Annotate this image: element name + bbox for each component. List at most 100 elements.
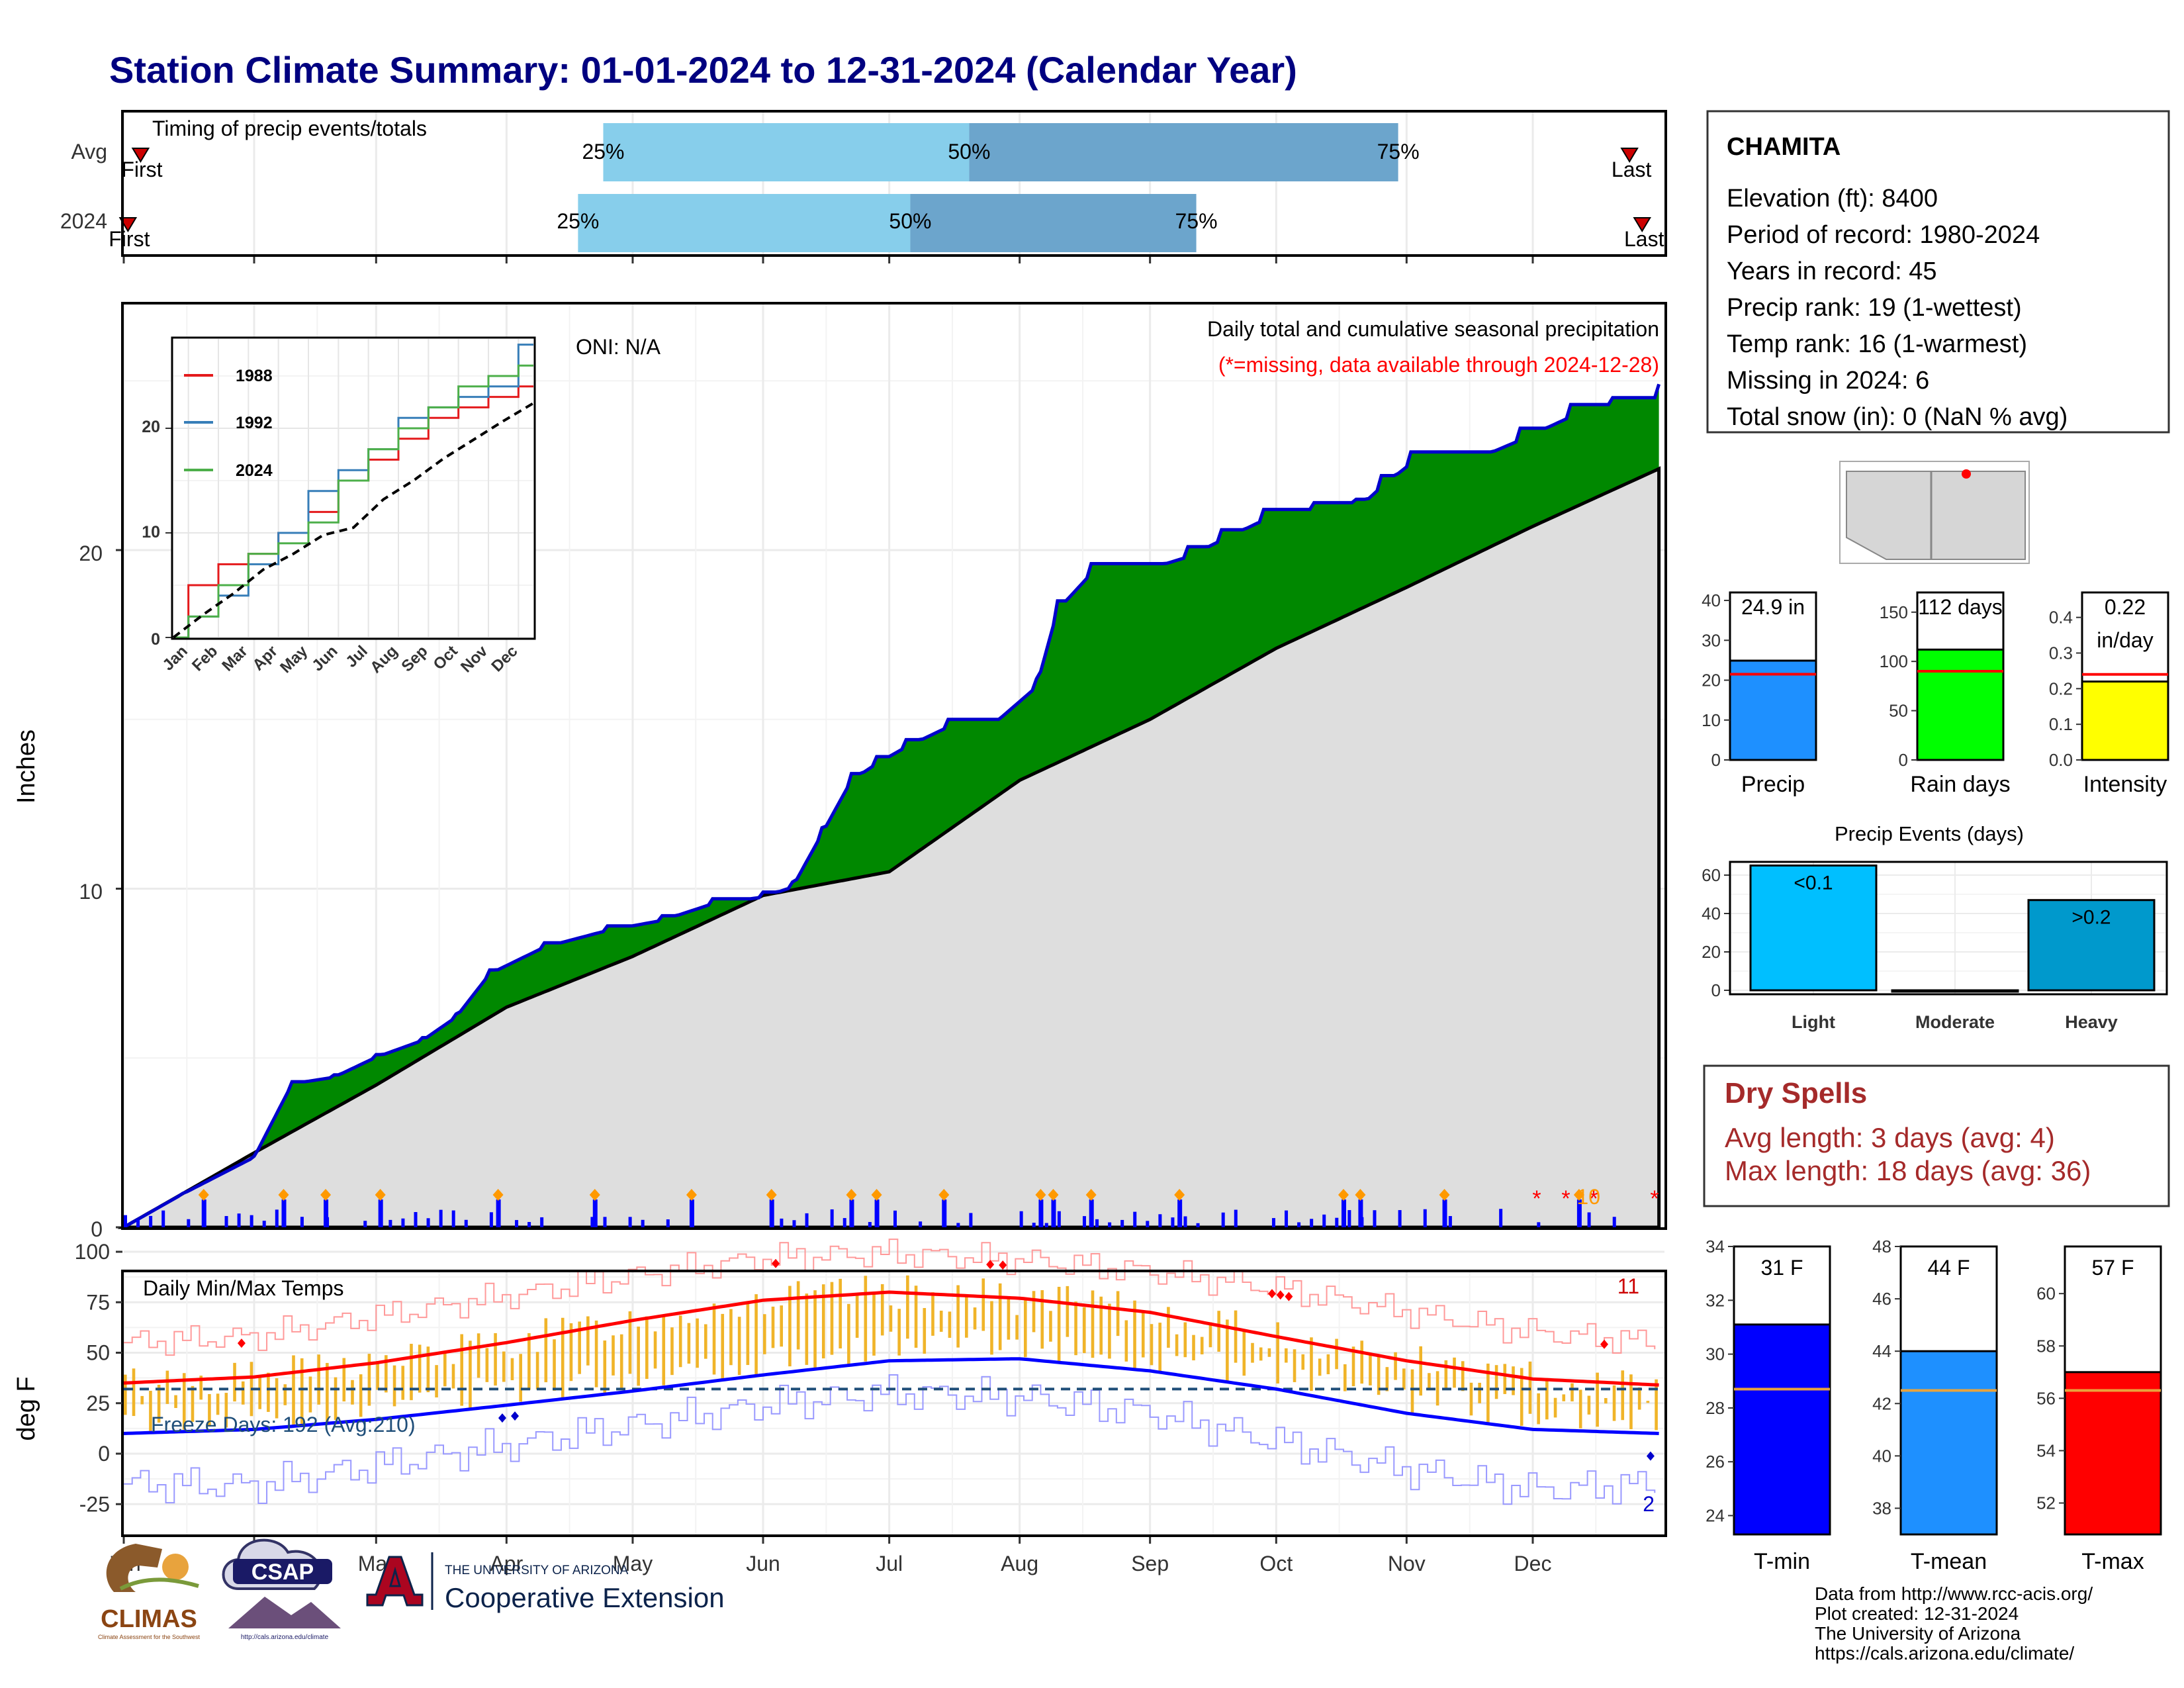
daily-precip-bar [769, 1199, 774, 1227]
daily-precip-bar [1335, 1217, 1339, 1227]
daily-temp-range-bar [401, 1366, 405, 1400]
daily-temp-range-bar [1326, 1354, 1330, 1374]
timing-first-marker-icon [131, 148, 150, 163]
temp-bars-group: 24 26 28 30 32 34 31 F T-min 38 40 42 44 46 48 44 F T-m… [1706, 1237, 2162, 1574]
daily-temp-range-bar [1226, 1319, 1229, 1382]
daily-temp-range-bar [485, 1348, 489, 1382]
daily-temp-range-bar [435, 1365, 438, 1398]
footer-credits: Data from http://www.rcc-acis.org/ Plot … [1815, 1583, 2093, 1664]
inset-lines [172, 344, 535, 639]
daily-precip-bar [1038, 1199, 1044, 1227]
missing-count-label: 10 [1576, 1185, 1600, 1209]
station-precip-rank: Precip rank: 19 (1-wettest) [1727, 294, 2022, 322]
csap-logo: CSAP http://cals.arizona.edu/climate [222, 1538, 341, 1641]
temp-bar-value-label: 31 F [1760, 1256, 1803, 1280]
timing-last-label: Last [1624, 227, 1664, 251]
daily-temp-range-bar [1066, 1286, 1069, 1337]
daily-temp-range-bar [847, 1303, 850, 1364]
daily-temp-range-bar [1032, 1291, 1036, 1333]
event-bar-label: <0.1 [1794, 872, 1833, 894]
temp-bar-ytick-label: 38 [1872, 1498, 1891, 1518]
daily-temp-range-bar [923, 1307, 927, 1354]
daily-precip-bar [324, 1199, 329, 1227]
timing-bar-q50-75 [969, 123, 1398, 181]
daily-temp-range-bar [1520, 1368, 1524, 1426]
daily-temp-range-bar [1394, 1352, 1397, 1380]
daily-temp-range-bar [1385, 1367, 1389, 1391]
daily-temp-range-bar [746, 1301, 750, 1366]
daily-temp-range-bar [662, 1314, 666, 1385]
daily-temp-range-bar [839, 1278, 842, 1349]
climas-wave-shape [119, 1577, 199, 1591]
daily-temp-range-bar [418, 1344, 422, 1393]
daily-precip-bar [1285, 1210, 1289, 1227]
daily-temp-range-bar [451, 1364, 455, 1389]
missing-data-markers: * * * * [1532, 1186, 1659, 1211]
daily-precip-bar [451, 1210, 455, 1227]
events-ytick-label: 60 [1702, 865, 1721, 885]
dry-spells-title: Dry Spells [1725, 1077, 1867, 1109]
daily-temp-range-bar [880, 1284, 884, 1336]
month-label-jul: Jul [876, 1552, 903, 1575]
daily-precip-bar [262, 1221, 266, 1227]
ua-name: THE UNIVERSITY OF ARIZONA [445, 1564, 629, 1577]
timing-first-label: First [121, 158, 162, 181]
record-high-marker-icon [986, 1260, 995, 1270]
snow-event-marker-icon [871, 1189, 882, 1201]
snow-event-marker-icon [846, 1189, 857, 1201]
daily-temp-range-bar [1435, 1371, 1439, 1406]
daily-temp-range-bar [1116, 1291, 1120, 1336]
timing-last-marker-icon [1620, 148, 1639, 163]
daily-temp-range-bar [780, 1305, 784, 1347]
temp-yticks: 100 75 50 25 0 -25 [75, 1240, 122, 1516]
daily-temp-range-bar [1528, 1361, 1532, 1414]
daily-temp-range-bar [906, 1275, 909, 1339]
daily-temp-range-bar [1318, 1358, 1322, 1376]
inset-legend-2024: 2024 [236, 461, 273, 480]
temp-bar-ytick-label: 32 [1706, 1290, 1725, 1310]
timing-row-avg-label: Avg [71, 140, 107, 164]
daily-temp-range-bar [788, 1286, 792, 1367]
csap-text: CSAP [251, 1560, 314, 1585]
daily-precip-bar [414, 1211, 418, 1227]
daily-temp-range-bar [359, 1374, 363, 1417]
daily-precip-bar [378, 1199, 383, 1227]
temp-ytick-label: 0 [98, 1442, 110, 1466]
daily-precip-bar [1082, 1216, 1086, 1227]
snow-event-marker-icon [1573, 1189, 1584, 1201]
precip-ytick-20: 20 [79, 541, 103, 565]
daily-temp-range-bar [897, 1309, 901, 1356]
daily-temp-range-bar [1310, 1337, 1313, 1391]
events-ytick-label: 0 [1711, 980, 1721, 1000]
stat-bar-rain-days [1916, 648, 2005, 761]
daily-temp-range-bar [1133, 1300, 1136, 1368]
snow-event-marker-icon [686, 1189, 697, 1201]
temp-bar-ytick-label: 54 [2036, 1440, 2056, 1460]
daily-precip-bar [1587, 1212, 1591, 1227]
daily-temp-range-bar [1251, 1342, 1254, 1363]
inset-frame [171, 336, 536, 640]
stat-bar-intensity [2081, 680, 2169, 761]
daily-temp-range-bar [637, 1327, 640, 1386]
daily-precip-bar [496, 1199, 501, 1227]
snow-event-marker-icon [1048, 1189, 1059, 1201]
record-high-marker-icon [1276, 1290, 1285, 1300]
event-bar-light [1749, 865, 1878, 992]
snow-event-marker-icon [1085, 1189, 1097, 1201]
temp-bar-value-label: 57 F [2091, 1256, 2134, 1280]
logos: CLIMAS Climate Assessment for the Southw… [98, 1538, 725, 1641]
precip-ytick-0: 0 [91, 1217, 103, 1241]
dry-spells-avg: Avg length: 3 days (avg: 4) [1725, 1122, 2055, 1153]
stat-ytick-label: 30 [1702, 630, 1721, 650]
temp-bar-ytick-label: 52 [2036, 1493, 2056, 1513]
daily-temp-range-bar [385, 1355, 388, 1393]
timing-first-label: First [109, 227, 150, 251]
daily-temp-range-bar [813, 1290, 817, 1368]
stat-ytick-label: 100 [1880, 651, 1908, 671]
daily-precip-bar [874, 1199, 880, 1227]
stat-category-label: Intensity [2083, 772, 2167, 797]
csap-label-bg [233, 1559, 332, 1584]
daily-temp-range-bar [864, 1276, 868, 1362]
daily-temp-range-bar [889, 1305, 893, 1332]
daily-temp-range-bar [1377, 1355, 1381, 1395]
